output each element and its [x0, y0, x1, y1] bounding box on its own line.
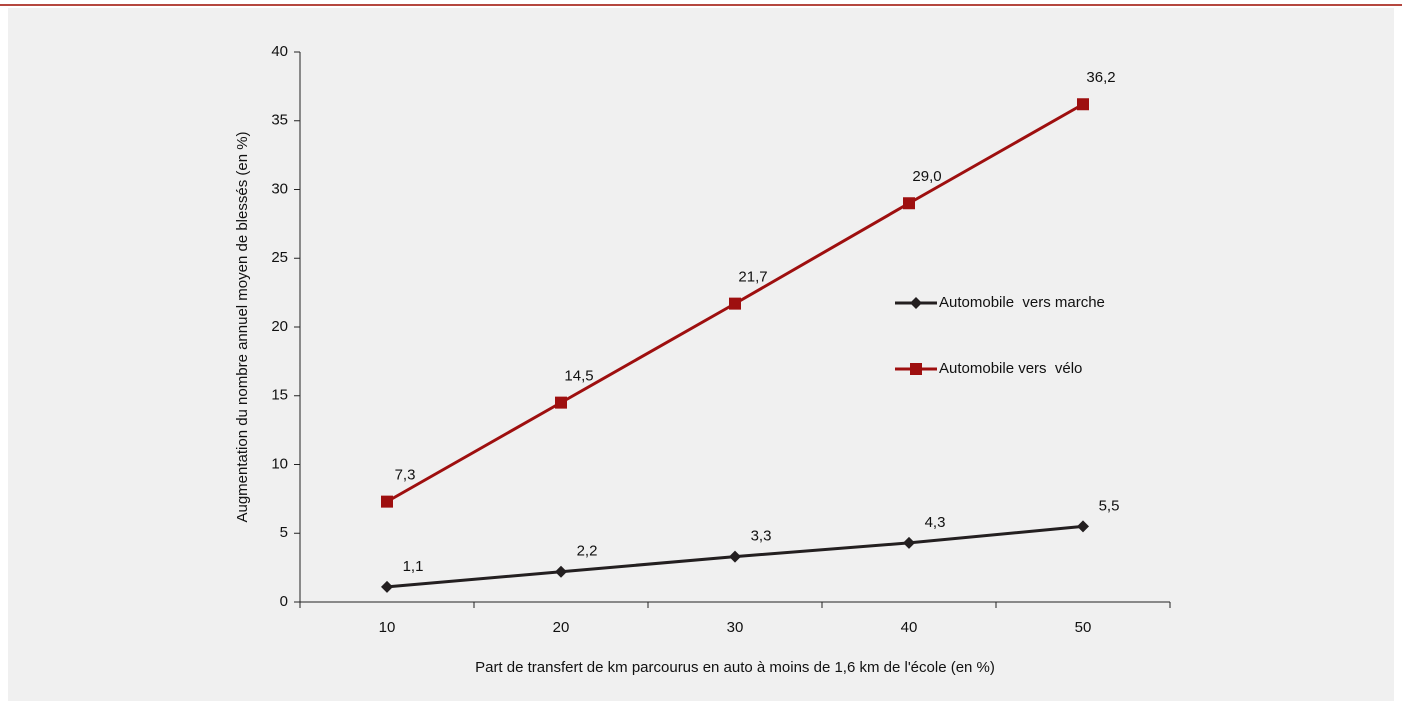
data-label: 1,1 — [403, 558, 424, 575]
legend-marker — [910, 297, 922, 309]
legend-label: Automobile vers marche — [939, 294, 1105, 311]
point — [903, 197, 915, 210]
point — [381, 580, 393, 593]
point — [1077, 520, 1089, 533]
data-label: 7,3 — [395, 467, 416, 484]
point — [729, 550, 741, 563]
x-tick-label: 10 — [379, 619, 396, 636]
data-label: 2,2 — [577, 543, 598, 560]
data-label: 5,5 — [1099, 497, 1120, 514]
data-label: 21,7 — [738, 269, 767, 286]
point — [903, 536, 915, 549]
data-label: 3,3 — [751, 528, 772, 545]
data-label: 14,5 — [564, 368, 593, 385]
legend-marker — [910, 363, 922, 375]
y-tick-label: 40 — [271, 43, 288, 60]
y-tick-label: 5 — [280, 524, 288, 541]
x-tick-label: 20 — [553, 619, 570, 636]
y-tick-label: 25 — [271, 249, 288, 266]
point — [729, 297, 741, 310]
point — [555, 565, 567, 578]
y-axis-label: Augmentation du nombre annuel moyen de b… — [234, 131, 251, 522]
x-axis-label: Part de transfert de km parcourus en aut… — [475, 659, 995, 676]
data-label: 36,2 — [1086, 69, 1115, 86]
y-tick-label: 10 — [271, 455, 288, 472]
y-tick-label: 15 — [271, 387, 288, 404]
y-tick-label: 30 — [271, 180, 288, 197]
y-tick-label: 35 — [271, 112, 288, 129]
data-label: 4,3 — [925, 514, 946, 531]
legend-label: Automobile vers vélo — [939, 360, 1082, 377]
point — [1077, 98, 1089, 111]
x-tick-label: 30 — [727, 619, 744, 636]
top-rule — [0, 4, 1402, 6]
point — [381, 495, 393, 508]
y-tick-label: 0 — [280, 593, 288, 610]
x-tick-label: 50 — [1075, 619, 1092, 636]
panel — [8, 8, 1394, 701]
y-tick-label: 20 — [271, 318, 288, 335]
point — [555, 396, 567, 409]
data-label: 29,0 — [912, 168, 941, 185]
x-tick-label: 40 — [901, 619, 918, 636]
